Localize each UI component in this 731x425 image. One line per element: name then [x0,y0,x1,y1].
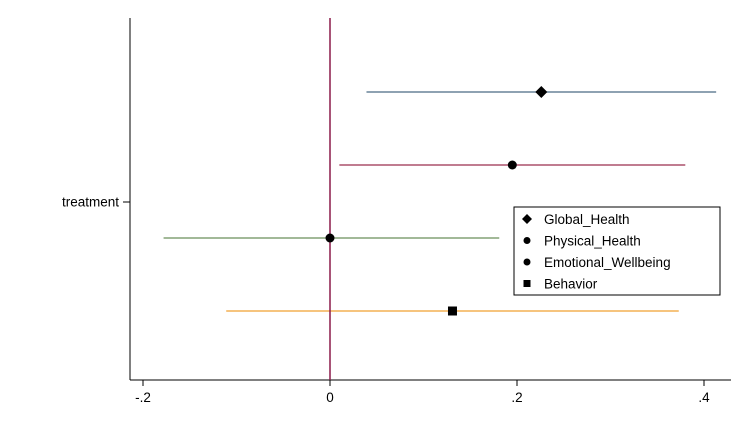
legend-label: Emotional_Wellbeing [544,255,671,270]
y-axis-category-label: treatment [62,195,119,210]
point-estimate-marker [535,86,548,98]
x-axis-ticks: -.2 0 .2 .4 [135,380,710,405]
point-estimate-marker [447,306,457,316]
x-axis-tick-label: .2 [511,390,522,405]
point-estimates [325,86,548,316]
legend-label: Global_Health [544,212,630,227]
y-axis-category: treatment [62,195,130,210]
legend-marker [522,214,532,224]
x-axis-tick-label: -.2 [135,390,151,405]
legend-label: Physical_Health [544,234,641,249]
legend-marker [523,258,531,266]
legend: Global_Health Physical_Health Emotional_We… [513,206,721,296]
point-estimate-marker [507,160,517,170]
x-axis-tick-label: .4 [698,390,710,405]
legend-label: Behavior [544,277,598,292]
legend-marker [523,237,531,244]
x-axis-tick-label: 0 [326,390,334,405]
point-estimate-marker [325,233,335,243]
legend-box [513,206,721,296]
legend-marker [523,280,531,287]
